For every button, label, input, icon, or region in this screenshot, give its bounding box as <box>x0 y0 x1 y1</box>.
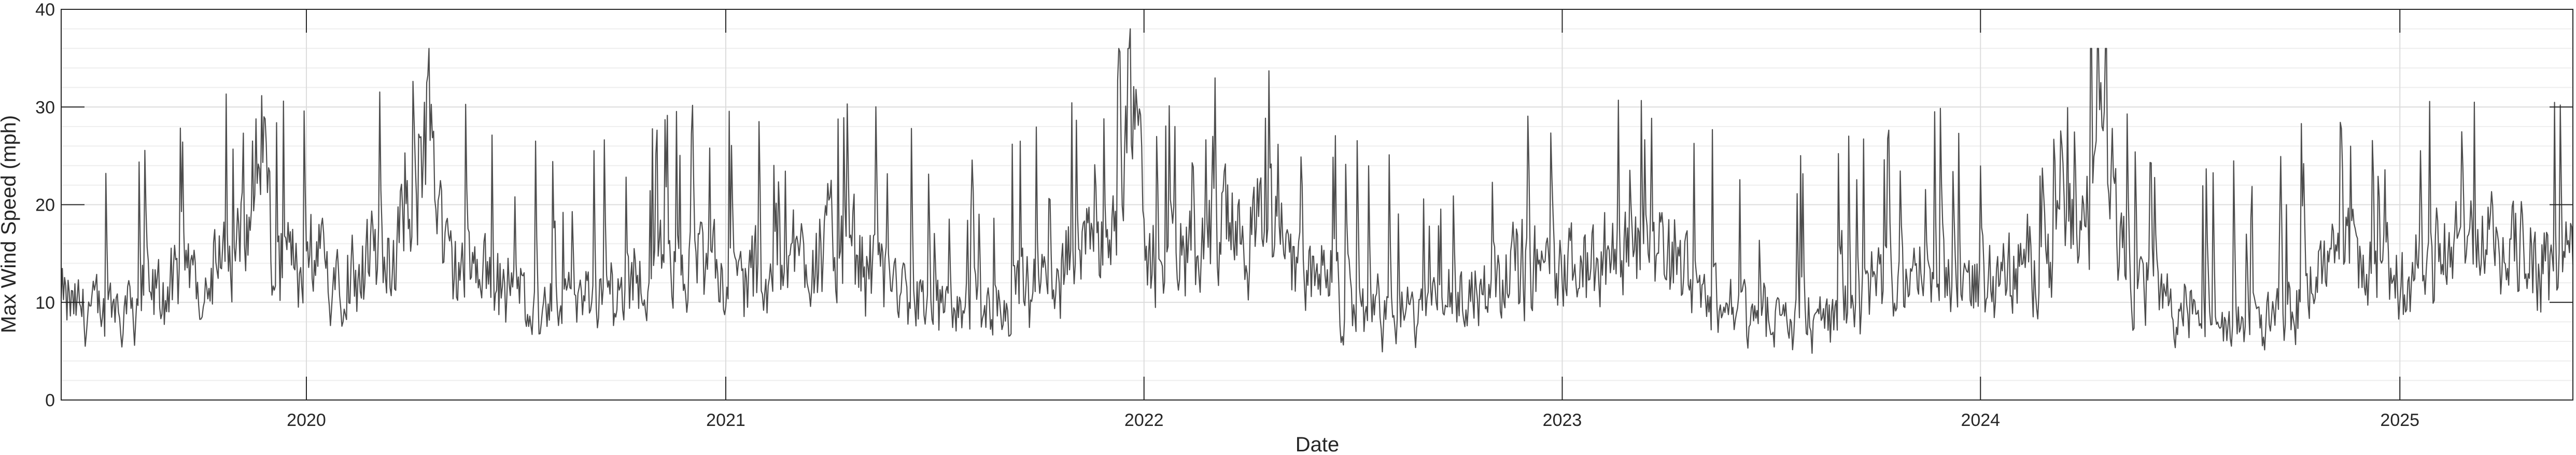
plot-frame <box>61 9 2573 401</box>
y-tick-label: 10 <box>35 293 55 313</box>
x-tick-label: 2023 <box>1543 410 1582 430</box>
y-axis-label: Max Wind Speed (mph) <box>0 115 20 333</box>
x-tick-label: 2020 <box>287 410 326 430</box>
x-axis-label: Date <box>1296 433 1340 455</box>
x-tick-label: 2025 <box>2380 410 2419 430</box>
y-tick-label: 0 <box>45 391 55 410</box>
y-tick-label: 20 <box>35 196 55 215</box>
x-tick-label: 2022 <box>1124 410 1164 430</box>
series-line <box>60 28 2574 354</box>
minor-grid <box>61 28 2573 381</box>
major-grid <box>61 9 2573 400</box>
axes <box>61 9 2573 401</box>
x-tick-label: 2021 <box>706 410 745 430</box>
x-tick-label: 2024 <box>1961 410 2000 430</box>
y-tick-label: 40 <box>35 0 55 20</box>
series-layer <box>60 28 2574 354</box>
tick-labels: 0 10 20 30 40 2020 2021 2022 2023 2024 2025 <box>35 0 2419 430</box>
y-tick-label: 30 <box>35 98 55 117</box>
